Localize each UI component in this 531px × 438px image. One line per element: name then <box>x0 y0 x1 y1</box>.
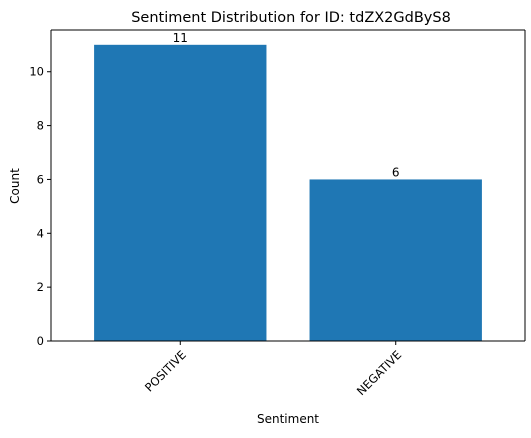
data-label-negative: 6 <box>392 165 400 179</box>
bar-negative <box>309 179 482 341</box>
y-tick-label-8: 8 <box>37 119 44 133</box>
y-tick-label-4: 4 <box>37 226 44 240</box>
x-axis-label: Sentiment <box>257 412 319 426</box>
data-label-positive: 11 <box>173 31 188 45</box>
data-labels-group: 11 6 <box>173 31 400 180</box>
y-axis-ticks: 0 2 4 6 8 10 <box>29 65 51 348</box>
chart-title: Sentiment Distribution for ID: tdZX2GdBy… <box>131 10 451 26</box>
y-tick-label-0: 0 <box>37 334 44 348</box>
y-tick-label-10: 10 <box>29 65 44 79</box>
bar-positive <box>94 44 267 342</box>
bars-group <box>94 44 482 342</box>
y-tick-label-2: 2 <box>37 280 44 294</box>
y-tick-label-6: 6 <box>37 172 44 186</box>
y-axis-label: Count <box>8 168 22 204</box>
